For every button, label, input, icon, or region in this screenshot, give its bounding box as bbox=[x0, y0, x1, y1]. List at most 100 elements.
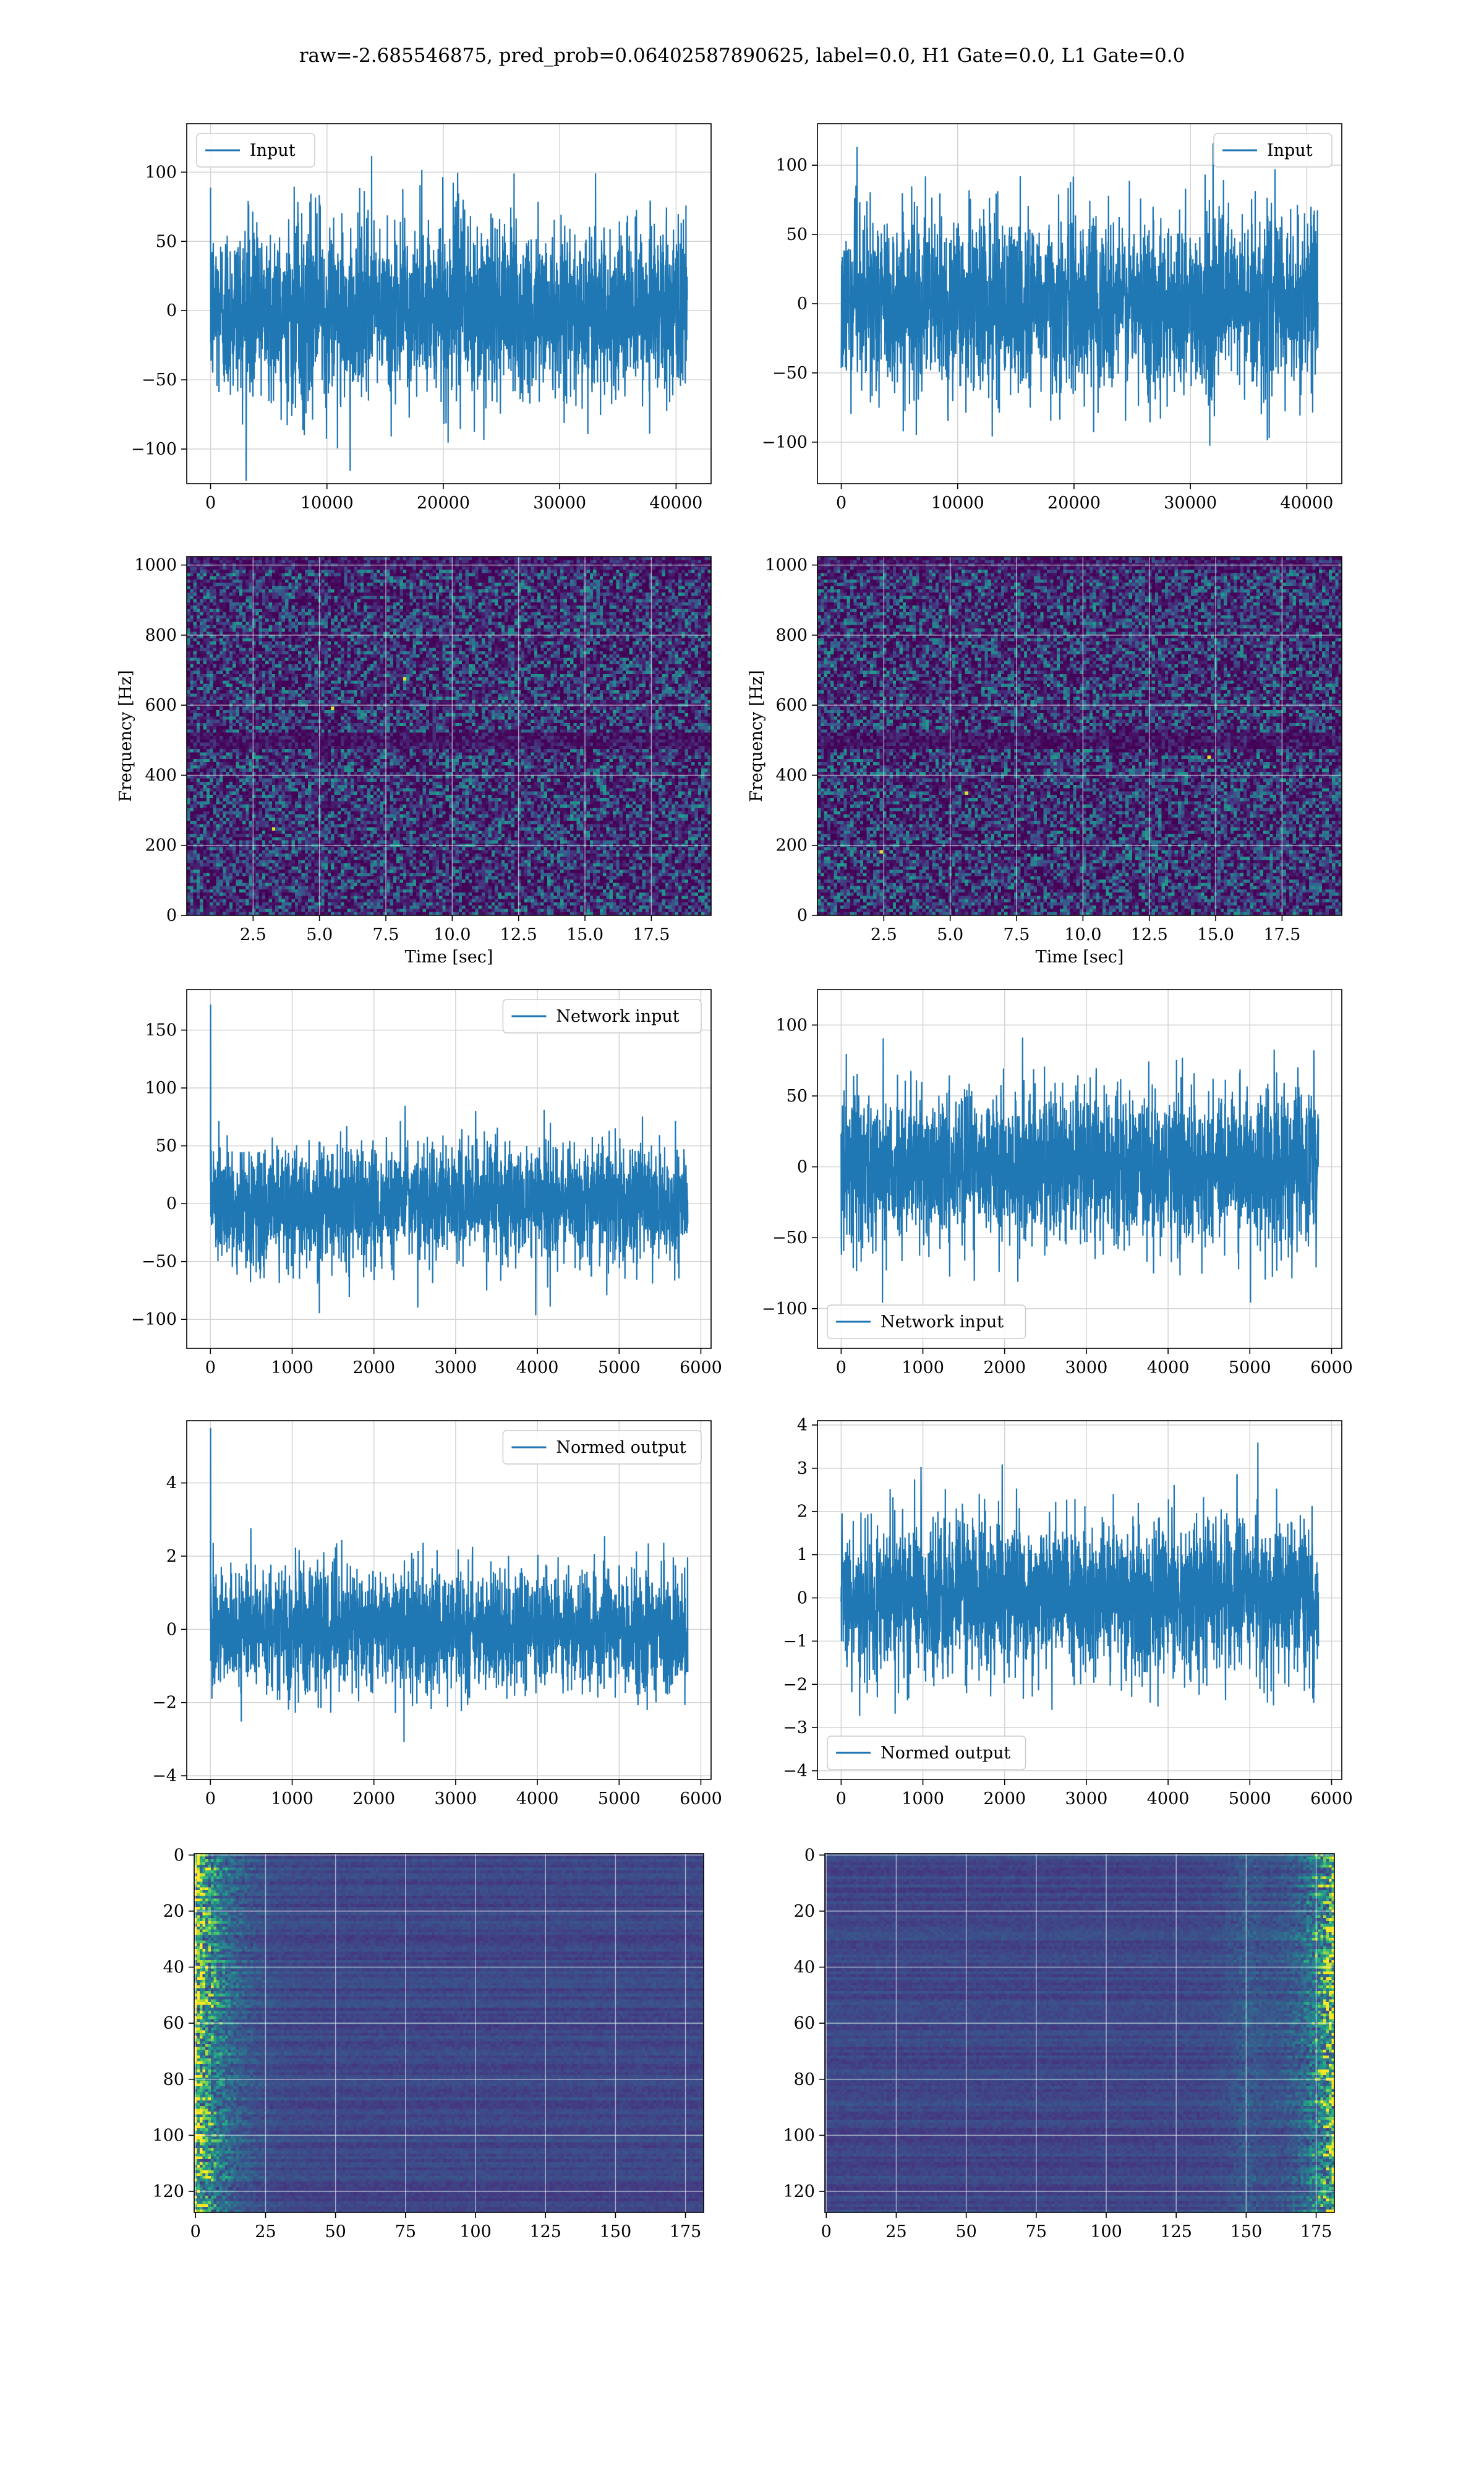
series-line bbox=[210, 156, 688, 481]
legend-box bbox=[502, 999, 702, 1034]
x-tick-label: 7.5 bbox=[373, 925, 399, 944]
y-tick-label: 400 bbox=[145, 766, 177, 785]
x-tick-label: 4000 bbox=[1147, 1789, 1190, 1808]
y-tick-label: 0 bbox=[797, 1589, 808, 1608]
legend-label: Input bbox=[1267, 141, 1313, 160]
y-tick-label: 50 bbox=[156, 1137, 177, 1156]
y-tick-label: 20 bbox=[163, 1902, 184, 1921]
y-tick-label: −50 bbox=[772, 1228, 808, 1248]
y-tick-label: −50 bbox=[142, 1252, 177, 1272]
x-tick-label: 0 bbox=[836, 1358, 846, 1377]
x-tick-label: 15.0 bbox=[566, 925, 603, 944]
y-tick-label: 4 bbox=[166, 1474, 177, 1493]
x-tick-label: 5.0 bbox=[306, 925, 333, 944]
legend: Normed output bbox=[502, 1430, 702, 1465]
x-tick-label: 175 bbox=[670, 2222, 702, 2241]
series-line bbox=[840, 1037, 1320, 1303]
x-tick-label: 2000 bbox=[352, 1358, 395, 1377]
legend: Network input bbox=[502, 999, 702, 1034]
y-tick-label: −100 bbox=[131, 440, 177, 459]
series-line bbox=[840, 1442, 1320, 1716]
x-tick-label: 2.5 bbox=[871, 925, 897, 944]
x-tick-label: 12.5 bbox=[500, 925, 537, 944]
y-tick-label: 100 bbox=[152, 2126, 184, 2145]
x-tick-label: 10000 bbox=[301, 494, 354, 513]
y-tick-label: −100 bbox=[762, 433, 808, 452]
heatmap-image bbox=[187, 557, 711, 915]
y-tick-label: −50 bbox=[772, 364, 808, 383]
x-tick-label: 125 bbox=[1160, 2222, 1192, 2241]
plot-area: 0 10000 20000 30000 40000−100−50050100Input0… bbox=[116, 123, 1353, 2241]
x-tick-label: 17.5 bbox=[633, 925, 670, 944]
axes-frame bbox=[186, 989, 712, 1349]
x-tick-label: 2000 bbox=[352, 1789, 395, 1808]
x-tick-label: 2.5 bbox=[240, 925, 267, 944]
chart-network-input-h1: 0 1000 2000 3000 4000 5000 6000 −100 −50 0 50 100 15… bbox=[131, 989, 722, 1377]
x-tick-label: 5000 bbox=[1229, 1789, 1271, 1808]
x-tick-label: 30000 bbox=[533, 494, 586, 513]
legend-box bbox=[827, 1304, 1026, 1339]
chart-input-h1: 0 10000 20000 30000 40000 −100 −50 0 50 100 Input bbox=[131, 123, 712, 513]
x-tick-label: 1000 bbox=[902, 1358, 944, 1377]
legend: Network input bbox=[827, 1304, 1026, 1339]
chart-normed-output-h1: 0 1000 2000 3000 4000 5000 6000 −4 −2 0 2 4 Normed o… bbox=[152, 1420, 722, 1808]
y-tick-label: 80 bbox=[794, 2070, 815, 2089]
axes-frame bbox=[817, 989, 1342, 1349]
y-axis-label: Frequency [Hz] bbox=[747, 670, 766, 802]
x-tick-label: 0 bbox=[205, 1358, 216, 1377]
y-axis-label: Frequency [Hz] bbox=[116, 670, 135, 802]
y-tick-label: 800 bbox=[775, 626, 808, 645]
axes-frame bbox=[186, 1420, 712, 1780]
y-tick-label: 40 bbox=[163, 1958, 184, 1977]
x-tick-label: 10000 bbox=[931, 494, 984, 513]
y-tick-label: 150 bbox=[145, 1021, 177, 1040]
y-tick-label: 0 bbox=[797, 906, 808, 925]
axes-frame bbox=[817, 1420, 1342, 1780]
x-tick-label: 10.0 bbox=[1064, 925, 1101, 944]
y-tick-label: 0 bbox=[797, 294, 808, 314]
y-tick-label: 100 bbox=[775, 1016, 808, 1035]
chart-feature-map-l1: 0 25 50 75 100 125 150 175 0 20 40 60 80 100 120 bbox=[783, 1846, 1335, 2241]
x-tick-label: 20000 bbox=[417, 494, 470, 513]
chart-input-l1: 0 10000 20000 30000 40000 −100 −50 0 50 100 Input bbox=[762, 123, 1342, 513]
axes-frame bbox=[817, 556, 1342, 916]
y-tick-label: 40 bbox=[794, 1958, 815, 1977]
y-tick-label: 80 bbox=[163, 2070, 184, 2089]
y-tick-label: 60 bbox=[163, 2014, 184, 2033]
series-line bbox=[840, 143, 1319, 446]
x-tick-label: 5000 bbox=[598, 1358, 641, 1377]
chart-normed-output-l1: 0 1000 2000 3000 4000 5000 6000 −4 −3 −2 −1 0 1 2 3 4 No… bbox=[783, 1416, 1353, 1808]
y-tick-label: 2 bbox=[797, 1502, 808, 1522]
x-tick-label: 100 bbox=[459, 2222, 492, 2241]
x-tick-label: 125 bbox=[529, 2222, 561, 2241]
y-tick-label: 50 bbox=[787, 225, 808, 244]
y-tick-label: −50 bbox=[142, 370, 177, 390]
x-tick-label: 4000 bbox=[516, 1789, 559, 1808]
y-tick-label: 200 bbox=[145, 836, 177, 855]
y-tick-label: 100 bbox=[775, 156, 808, 175]
y-tick-label: −100 bbox=[762, 1299, 808, 1319]
y-tick-label: 1 bbox=[797, 1546, 808, 1565]
chart-spectrogram-l1: 2.5 5.0 7.5 10.0 12.5 15.0 17.5 0 200 400 600 800 10… bbox=[747, 556, 1342, 967]
y-tick-label: 3 bbox=[797, 1459, 808, 1478]
y-tick-label: 100 bbox=[783, 2126, 815, 2145]
legend-box bbox=[827, 1736, 1026, 1770]
y-tick-label: −4 bbox=[152, 1766, 177, 1786]
y-tick-label: 50 bbox=[156, 232, 177, 251]
y-tick-label: −2 bbox=[783, 1675, 808, 1694]
x-tick-label: 175 bbox=[1300, 2222, 1333, 2241]
figure-title: raw=-2.685546875, pred_prob=0.0640258789… bbox=[299, 45, 1185, 67]
series-line bbox=[210, 1004, 689, 1316]
x-tick-label: 3000 bbox=[435, 1358, 477, 1377]
x-tick-label: 50 bbox=[325, 2222, 346, 2241]
x-tick-label: 30000 bbox=[1164, 494, 1217, 513]
y-tick-label: 600 bbox=[145, 696, 177, 715]
legend-label: Normed output bbox=[881, 1744, 1010, 1763]
x-tick-label: 4000 bbox=[516, 1358, 559, 1377]
chart-feature-map-h1: 0 25 50 75 100 125 150 175 0 20 40 60 80 100 120 bbox=[152, 1846, 704, 2241]
x-tick-label: 4000 bbox=[1147, 1358, 1190, 1377]
axes-frame bbox=[824, 1853, 1335, 2213]
legend-box bbox=[1213, 133, 1333, 168]
y-tick-label: 120 bbox=[783, 2182, 815, 2201]
legend: Input bbox=[1213, 133, 1333, 168]
